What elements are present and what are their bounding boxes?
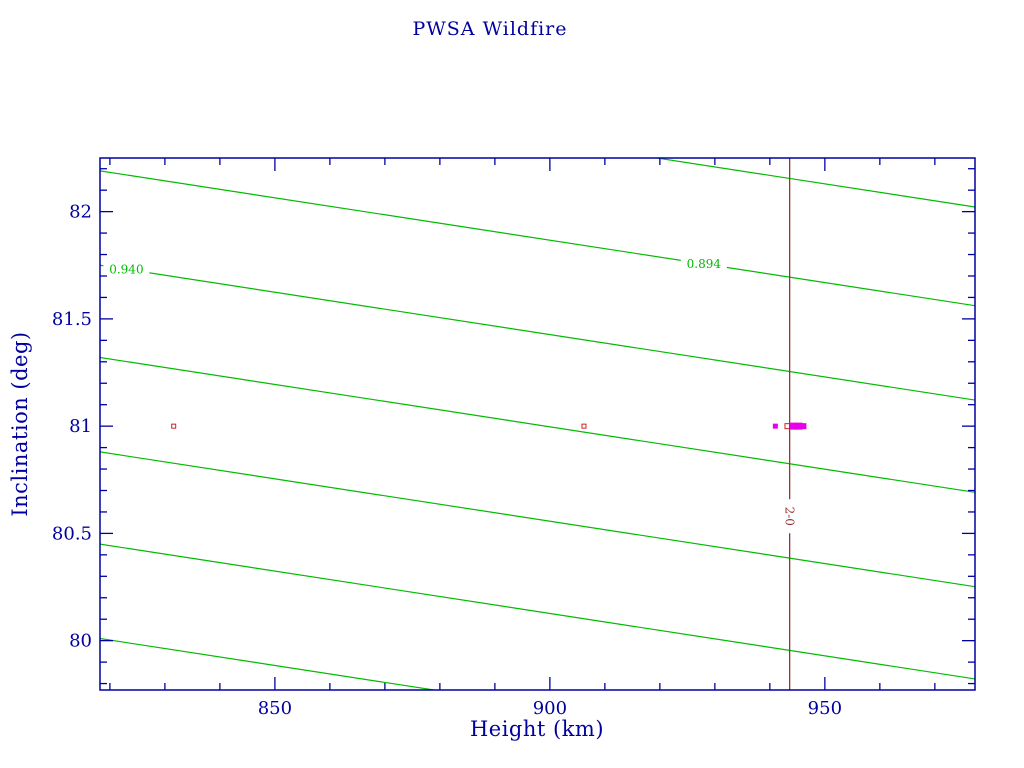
y-tick-label: 81.5 [52, 309, 92, 330]
contour-line [652, 158, 975, 208]
contour-group: 0.894 0.940 [100, 158, 975, 690]
x-tick-label: 900 [533, 698, 567, 719]
contour-label: 0.940 [109, 262, 143, 276]
data-point-red [581, 423, 587, 429]
contour-label-bg [103, 262, 150, 277]
data-point-magenta [800, 423, 807, 430]
contour-line [100, 356, 975, 493]
plot-frame [99, 157, 976, 691]
vline-label: 2-0 [783, 507, 797, 526]
contour-line [100, 264, 975, 401]
x-axis-label: Height (km) [469, 717, 605, 741]
contour-label: 0.894 [687, 257, 722, 271]
y-axis-label: Inclination (deg) [8, 331, 32, 517]
y-tick-label: 80 [69, 631, 92, 652]
y-tick-label: 81 [69, 416, 92, 437]
contour-line [100, 543, 975, 680]
contour-line [100, 170, 975, 307]
data-point-magenta [772, 423, 778, 429]
data-point-red [171, 423, 177, 429]
contour-line [100, 637, 439, 690]
contour-label-bg [680, 256, 727, 271]
data-point-red [784, 423, 791, 430]
y-tick-label: 80.5 [52, 523, 92, 544]
x-tick-label: 950 [808, 698, 842, 719]
chart-title: PWSA Wildfire [412, 18, 568, 40]
vline-label-bg [782, 499, 797, 534]
y-tick-label: 82 [69, 202, 92, 223]
x-tick-label: 850 [258, 698, 292, 719]
contour-line [100, 451, 975, 588]
